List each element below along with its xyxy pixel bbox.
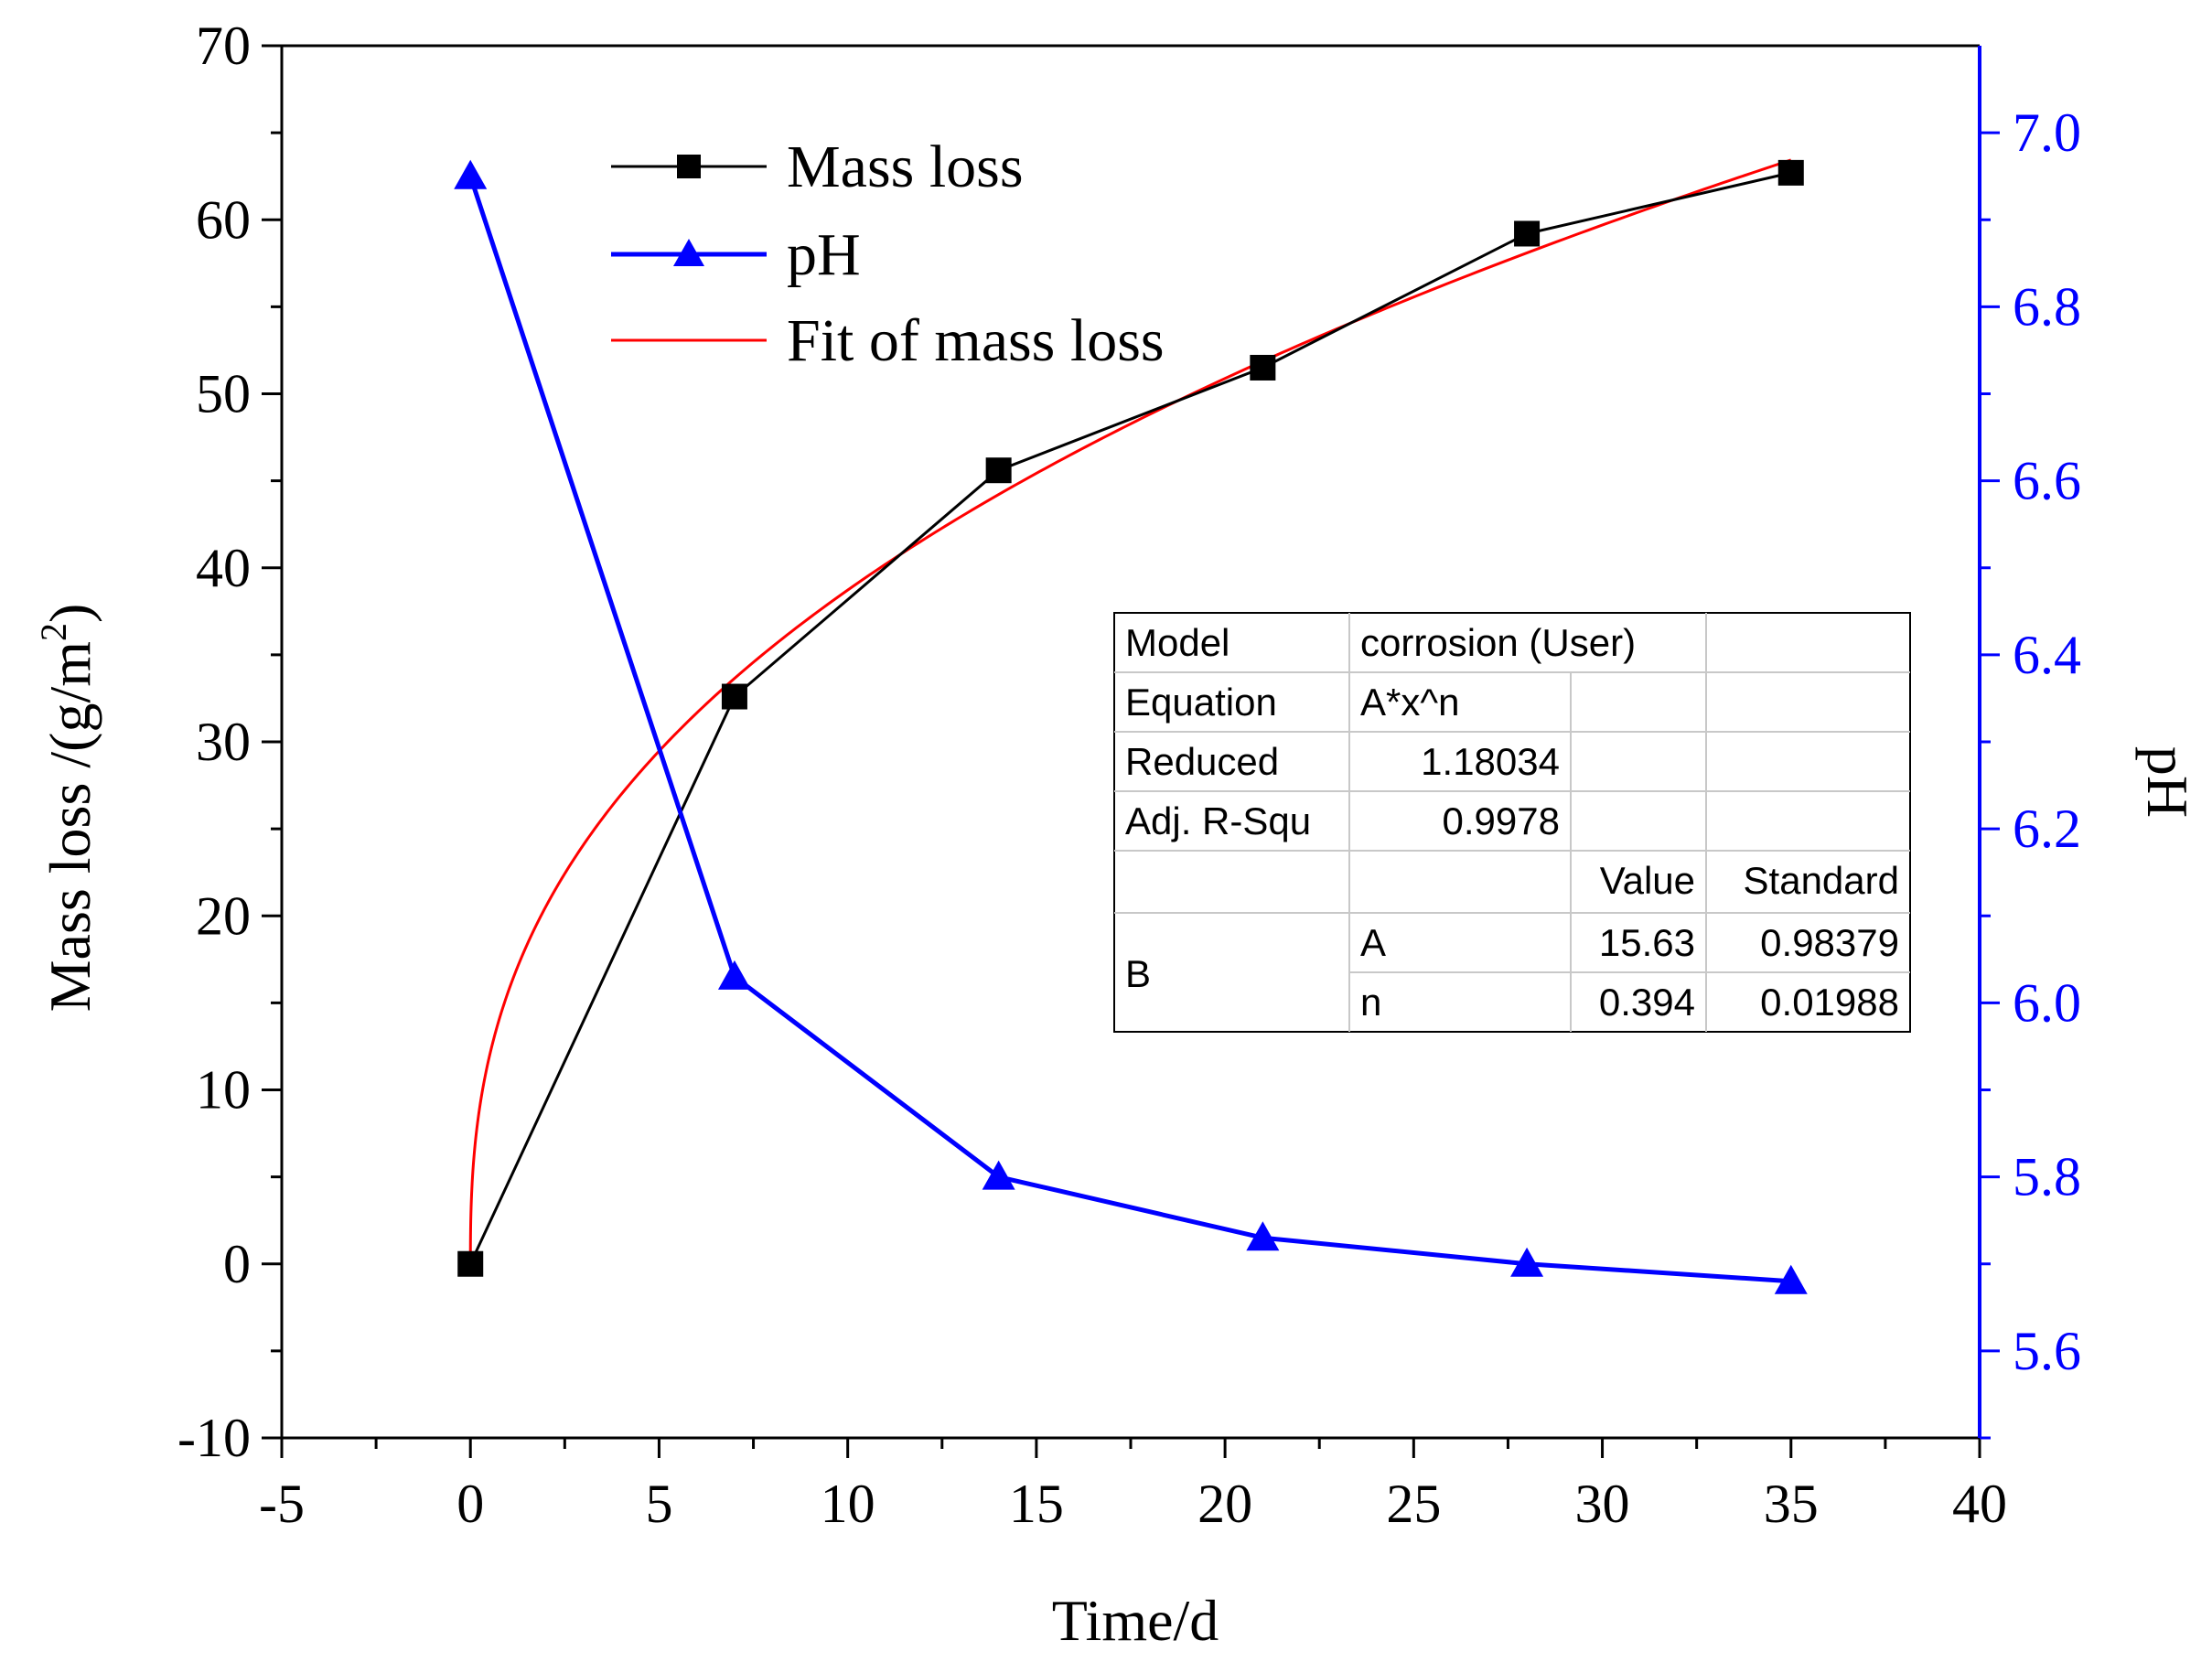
table-cell: Model (1125, 621, 1229, 664)
table-cell: Value (1600, 859, 1695, 902)
x-tick-label: 20 (1197, 1474, 1252, 1534)
x-axis-label: Time/d (1052, 1588, 1219, 1653)
table-cell: n (1360, 981, 1381, 1024)
ph-marker (1246, 1221, 1280, 1251)
legend-entry-label: Mass loss (787, 134, 1024, 200)
x-tick-label: -5 (259, 1474, 305, 1534)
y-right-tick-label: 6.0 (2013, 972, 2081, 1033)
x-tick-label: 40 (1952, 1474, 2007, 1534)
table-cell: Equation (1125, 681, 1277, 724)
mass-loss-line (468, 171, 1792, 1265)
mass-loss-marker (1514, 220, 1541, 247)
y-left-tick-label: 50 (196, 364, 251, 424)
mass-loss-marker (721, 683, 747, 710)
mass-loss-marker (457, 1250, 484, 1277)
legend-entry-label: pH (787, 221, 861, 288)
y-axis-right-label: pH (2135, 746, 2200, 818)
y-right-tick-label: 6.4 (2013, 625, 2081, 685)
legend-entry-label: Fit of mass loss (787, 307, 1165, 374)
mass-loss-marker (985, 457, 1012, 484)
series-layer (454, 159, 1808, 1294)
y-right-tick-label: 5.6 (2013, 1321, 2081, 1381)
legend-mass-loss-marker (677, 155, 701, 178)
legend-ph-marker (673, 239, 704, 266)
table-cell: 0.98379 (1760, 921, 1899, 964)
x-tick-label: 30 (1575, 1474, 1630, 1534)
plot-frame (280, 44, 1981, 1440)
y-left-tick-label: 60 (196, 189, 251, 250)
fit-curve (468, 158, 1792, 1264)
y-left-tick-label: 40 (196, 538, 251, 598)
y-axis-left-label-end: ) (38, 604, 102, 623)
y-right-tick-label: 6.8 (2013, 276, 2081, 337)
fit-layer (468, 158, 1792, 1264)
y-left-tick-label: 70 (196, 16, 251, 76)
x-tick-label: 35 (1764, 1474, 1819, 1534)
mass-loss-marker (1777, 159, 1804, 186)
x-tick-label: 25 (1386, 1474, 1441, 1534)
axis-labels: Time/d Mass loss /(g/m2) pH (33, 604, 2200, 1653)
table-cell: A (1360, 921, 1386, 964)
x-tick-label: 10 (821, 1474, 875, 1534)
ph-line (467, 175, 1791, 1284)
table-cell: Reduced (1125, 740, 1279, 783)
y-axis-left-label-sup: 2 (33, 623, 74, 641)
x-tick-label: 5 (645, 1474, 672, 1534)
x-tick-label: 0 (456, 1474, 484, 1534)
x-tick-label: 15 (1009, 1474, 1064, 1534)
y-left-tick-label: 0 (223, 1234, 251, 1294)
y-right-tick-label: 7.0 (2013, 102, 2081, 163)
ph-marker (982, 1160, 1015, 1190)
y-right-tick-label: 6.6 (2013, 451, 2081, 511)
y-left-tick-label: 20 (196, 885, 251, 946)
ph-marker (1774, 1264, 1808, 1294)
table-cell: 0.9978 (1443, 799, 1560, 842)
y-right-tick-label: 6.2 (2013, 799, 2081, 859)
y-left-tick-label: -10 (177, 1408, 251, 1468)
axis-ticks: -5 0 5 10 15 20 25 30 35 40 -10 0 10 20 30 40 50 60 70 5.6 5… (177, 16, 2081, 1534)
ph-marker (1510, 1247, 1544, 1277)
y-left-tick-label: 30 (196, 712, 251, 772)
y-left-tick-label: 10 (196, 1060, 251, 1121)
ph-marker (717, 960, 751, 990)
table-cell: Adj. R-Squ (1125, 799, 1311, 842)
ph-marker (454, 159, 488, 189)
fit-results-table: Model corrosion (User) Equation A*x^n Reduce… (1113, 612, 1911, 1033)
y-axis-left-label-main: Mass loss /(g/m (38, 641, 102, 1012)
legend: Mass loss pH Fit of mass loss (611, 134, 1165, 374)
table-cell: 15.63 (1599, 921, 1695, 964)
table-cell: 0.394 (1599, 981, 1695, 1024)
table-border (1113, 612, 1911, 1033)
table-cell: corrosion (User) (1360, 621, 1636, 664)
table-cell: A*x^n (1360, 681, 1459, 724)
mass-loss-marker (1250, 354, 1276, 381)
y-right-tick-label: 5.8 (2013, 1147, 2081, 1207)
y-axis-left-label: Mass loss /(g/m2) (33, 604, 102, 1013)
table-cell: B (1125, 952, 1151, 995)
table-cell: 1.18034 (1421, 740, 1560, 783)
table-cell: 0.01988 (1760, 981, 1899, 1024)
table-cell: Standard (1744, 859, 1899, 902)
